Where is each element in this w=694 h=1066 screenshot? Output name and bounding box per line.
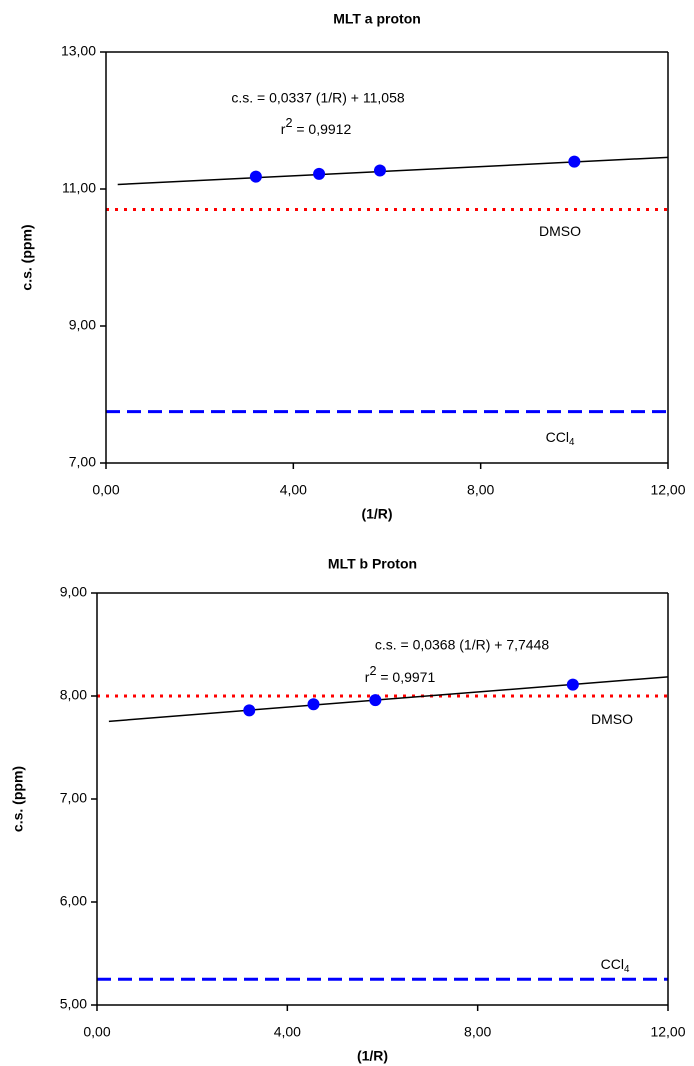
reference-label-base: CCl — [546, 429, 569, 445]
chart-title: MLT b Proton — [328, 556, 417, 572]
equation: c.s. = 0,0368 (1/R) + 7,7448 — [375, 637, 550, 653]
data-point — [369, 694, 382, 707]
y-tick-label: 9,00 — [69, 317, 96, 333]
x-tick-label: 0,00 — [92, 482, 119, 498]
r-squared: r2 = 0,9912 — [281, 116, 352, 136]
r-squared-sup: 2 — [285, 116, 292, 130]
y-tick-label: 7,00 — [69, 454, 96, 470]
y-tick-label: 6,00 — [60, 893, 87, 909]
x-tick-label: 8,00 — [464, 1024, 491, 1040]
r-squared-rest: = 0,9912 — [292, 121, 351, 137]
data-point — [243, 704, 256, 717]
reference-label: DMSO — [539, 223, 581, 239]
x-tick-label: 12,00 — [650, 482, 685, 498]
data-point — [307, 698, 320, 711]
y-tick-label: 8,00 — [60, 687, 87, 703]
reference-label-sub: 4 — [624, 964, 630, 975]
data-point — [313, 167, 326, 180]
r-squared-sup: 2 — [369, 664, 376, 678]
x-axis-label: (1/R) — [361, 506, 392, 522]
data-point — [566, 678, 579, 691]
x-tick-label: 12,00 — [650, 1024, 685, 1040]
r-squared-base: r — [281, 121, 286, 137]
data-point — [249, 170, 262, 183]
reference-label-base: CCl — [601, 956, 624, 972]
reference-label: CCl4 — [601, 956, 630, 975]
y-axis-label: c.s. (ppm) — [19, 224, 35, 290]
trendline — [117, 156, 669, 186]
reference-label-base: DMSO — [591, 711, 633, 727]
y-tick-label: 9,00 — [60, 584, 87, 600]
x-tick-label: 4,00 — [274, 1024, 301, 1040]
equation: c.s. = 0,0337 (1/R) + 11,058 — [231, 90, 405, 106]
reference-label-sub: 4 — [569, 437, 575, 448]
data-point — [373, 164, 386, 177]
x-axis-label: (1/R) — [357, 1048, 388, 1064]
y-axis-label: c.s. (ppm) — [10, 766, 26, 832]
x-tick-label: 8,00 — [467, 482, 494, 498]
x-tick-label: 0,00 — [83, 1024, 110, 1040]
y-tick-label: 5,00 — [60, 996, 87, 1012]
reference-label: CCl4 — [546, 429, 575, 448]
chart-title: MLT a proton — [333, 11, 421, 27]
y-tick-label: 7,00 — [60, 790, 87, 806]
reference-label: DMSO — [591, 711, 633, 727]
r-squared-rest: = 0,9971 — [376, 669, 435, 685]
reference-label-base: DMSO — [539, 223, 581, 239]
r-squared: r2 = 0,9971 — [365, 664, 436, 684]
y-tick-label: 13,00 — [61, 43, 96, 59]
data-point — [568, 155, 581, 168]
y-tick-label: 11,00 — [62, 180, 96, 196]
x-tick-label: 4,00 — [280, 482, 307, 498]
r-squared-base: r — [365, 669, 370, 685]
